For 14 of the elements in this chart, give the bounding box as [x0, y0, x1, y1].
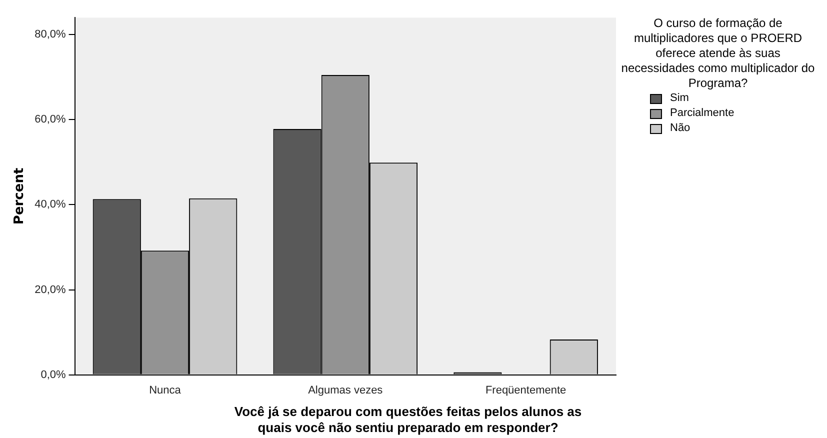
- x-tick-label: Nunca: [149, 384, 182, 396]
- legend-label: Não: [670, 121, 690, 136]
- legend-label: Parcialmente: [670, 106, 734, 121]
- legend-label: Sim: [670, 91, 689, 106]
- y-tick-label: 20,0%: [34, 284, 66, 296]
- x-tick-label: Algumas vezes: [308, 384, 384, 396]
- y-tick-label: 0,0%: [40, 368, 66, 381]
- y-tick-label: 80,0%: [34, 28, 66, 41]
- y-tick-label: 60,0%: [34, 114, 66, 126]
- x-axis-title: Você já se deparou com questões feitas pelos alunos as quais você não sentiu preparado em responder?: [233, 404, 583, 436]
- legend-title: O curso de formação de multiplicadores que o PROERD oferece atende às suas necessidades como multiplicador do Programa?: [620, 16, 816, 91]
- y-tick-label: 40,0%: [34, 198, 66, 211]
- y-axis-title: Percent: [12, 168, 28, 225]
- x-tick-label: Freqüentemente: [485, 384, 566, 396]
